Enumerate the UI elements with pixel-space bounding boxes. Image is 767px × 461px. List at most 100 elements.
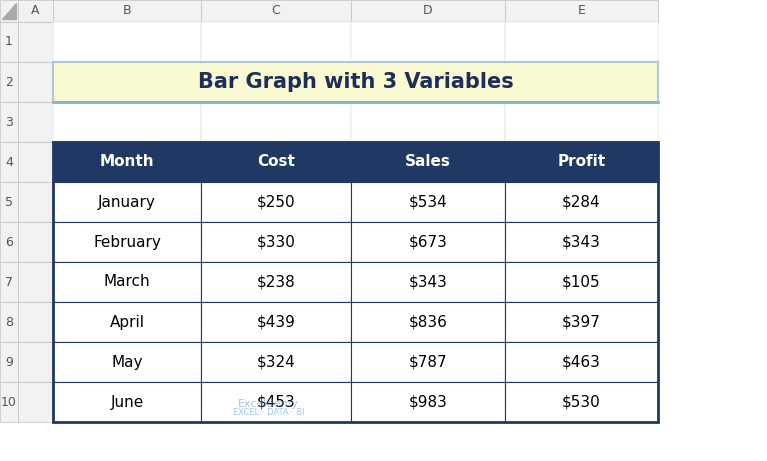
Bar bbox=[201, 302, 351, 342]
Bar bbox=[351, 302, 505, 342]
Polygon shape bbox=[2, 3, 16, 19]
Bar bbox=[201, 22, 351, 62]
Bar bbox=[53, 142, 658, 422]
Bar bbox=[201, 0, 351, 22]
Bar bbox=[351, 62, 505, 102]
Bar bbox=[351, 382, 505, 422]
Text: $105: $105 bbox=[562, 274, 601, 290]
Bar bbox=[505, 182, 658, 222]
Bar bbox=[53, 22, 201, 62]
Bar bbox=[505, 182, 658, 222]
Text: 10: 10 bbox=[1, 396, 17, 408]
Text: April: April bbox=[110, 314, 144, 330]
Text: $530: $530 bbox=[562, 395, 601, 409]
Bar bbox=[201, 142, 351, 182]
Bar bbox=[0, 182, 18, 222]
Bar bbox=[351, 342, 505, 382]
Bar bbox=[53, 0, 201, 22]
Text: 9: 9 bbox=[5, 355, 13, 368]
Text: $324: $324 bbox=[257, 355, 295, 370]
Text: June: June bbox=[110, 395, 143, 409]
Bar bbox=[0, 302, 18, 342]
Text: $983: $983 bbox=[409, 395, 447, 409]
Bar bbox=[201, 102, 351, 142]
Bar bbox=[0, 382, 18, 422]
Text: Bar Graph with 3 Variables: Bar Graph with 3 Variables bbox=[198, 72, 513, 92]
Bar bbox=[201, 262, 351, 302]
Text: January: January bbox=[98, 195, 156, 209]
Bar bbox=[201, 382, 351, 422]
Text: EXCEL · DATA · BI: EXCEL · DATA · BI bbox=[232, 408, 304, 416]
Bar bbox=[351, 382, 505, 422]
Bar bbox=[0, 62, 18, 102]
Text: Cost: Cost bbox=[257, 154, 295, 170]
Bar bbox=[0, 102, 18, 142]
Text: March: March bbox=[104, 274, 150, 290]
Bar bbox=[53, 342, 201, 382]
Bar bbox=[201, 182, 351, 222]
Text: E: E bbox=[578, 5, 585, 18]
Bar bbox=[53, 222, 201, 262]
Bar bbox=[351, 142, 505, 182]
Text: $238: $238 bbox=[257, 274, 295, 290]
Text: $397: $397 bbox=[562, 314, 601, 330]
Bar bbox=[201, 142, 351, 182]
Bar bbox=[18, 222, 53, 262]
Text: May: May bbox=[111, 355, 143, 370]
Bar bbox=[505, 62, 658, 102]
Text: 8: 8 bbox=[5, 315, 13, 329]
Text: Month: Month bbox=[100, 154, 154, 170]
Text: $250: $250 bbox=[257, 195, 295, 209]
Bar bbox=[505, 222, 658, 262]
Bar bbox=[505, 142, 658, 182]
Bar bbox=[53, 62, 201, 102]
Bar bbox=[201, 222, 351, 262]
Bar bbox=[18, 262, 53, 302]
Bar bbox=[505, 382, 658, 422]
Bar bbox=[351, 22, 505, 62]
Bar bbox=[505, 142, 658, 182]
Bar bbox=[53, 382, 201, 422]
Bar bbox=[53, 302, 201, 342]
Text: C: C bbox=[272, 5, 281, 18]
Text: $439: $439 bbox=[257, 314, 295, 330]
Text: $534: $534 bbox=[409, 195, 447, 209]
Bar bbox=[18, 142, 53, 182]
Bar bbox=[505, 302, 658, 342]
Bar bbox=[53, 142, 201, 182]
Bar bbox=[201, 382, 351, 422]
Bar bbox=[53, 382, 201, 422]
Text: $673: $673 bbox=[409, 235, 447, 249]
Text: $836: $836 bbox=[409, 314, 447, 330]
Bar bbox=[53, 342, 201, 382]
Bar bbox=[351, 182, 505, 222]
Bar bbox=[505, 302, 658, 342]
Bar bbox=[53, 142, 201, 182]
Text: 7: 7 bbox=[5, 276, 13, 289]
Bar bbox=[505, 262, 658, 302]
Bar bbox=[18, 302, 53, 342]
Bar bbox=[505, 342, 658, 382]
Bar bbox=[201, 222, 351, 262]
Bar bbox=[53, 222, 201, 262]
Bar bbox=[201, 342, 351, 382]
Bar bbox=[351, 342, 505, 382]
Bar bbox=[351, 222, 505, 262]
Bar bbox=[201, 342, 351, 382]
Bar bbox=[53, 182, 201, 222]
Bar bbox=[351, 0, 505, 22]
Text: $453: $453 bbox=[257, 395, 295, 409]
Bar bbox=[201, 62, 351, 102]
Bar bbox=[0, 262, 18, 302]
Text: February: February bbox=[93, 235, 161, 249]
Bar bbox=[505, 222, 658, 262]
Bar bbox=[505, 342, 658, 382]
Bar bbox=[0, 0, 18, 22]
Bar bbox=[18, 22, 53, 62]
Bar bbox=[0, 342, 18, 382]
Text: 4: 4 bbox=[5, 155, 13, 169]
Text: $463: $463 bbox=[562, 355, 601, 370]
Bar bbox=[351, 222, 505, 262]
Text: 3: 3 bbox=[5, 116, 13, 129]
Bar bbox=[18, 382, 53, 422]
